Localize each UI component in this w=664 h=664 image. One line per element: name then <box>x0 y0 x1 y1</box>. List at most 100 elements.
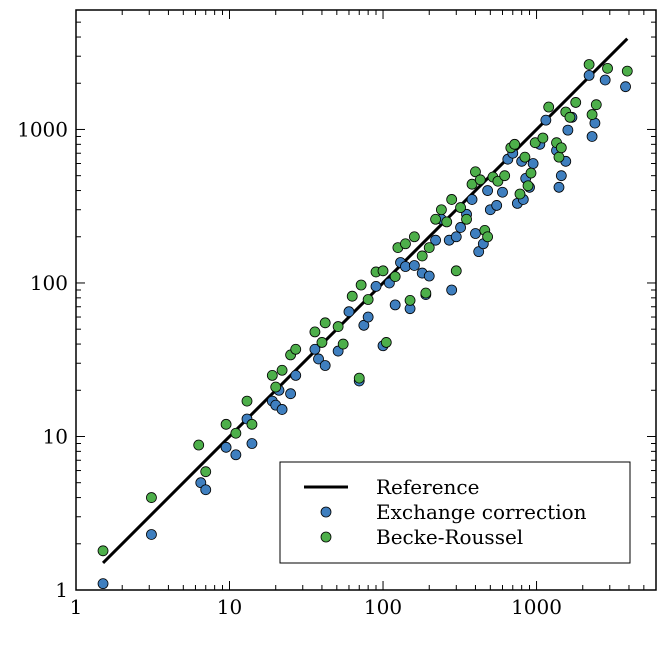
data-point-becke-roussel <box>270 381 282 393</box>
data-point-becke-roussel <box>522 180 534 192</box>
y-tick-label: 1000 <box>17 117 68 141</box>
data-point-becke-roussel <box>309 326 321 338</box>
plot-content <box>97 37 633 590</box>
data-point-becke-roussel <box>423 242 435 253</box>
data-point-becke-roussel <box>246 418 258 430</box>
data-point-exchange-correction <box>555 170 567 182</box>
data-point-becke-roussel <box>316 337 328 348</box>
data-point-becke-roussel <box>519 151 531 163</box>
data-point-exchange-correction <box>562 124 574 136</box>
data-point-exchange-correction <box>553 181 565 193</box>
data-point-exchange-correction <box>319 360 331 371</box>
y-tick-label: 10 <box>43 424 68 448</box>
data-point-becke-roussel <box>435 204 447 216</box>
data-point-exchange-correction <box>620 81 631 93</box>
data-point-exchange-correction <box>370 280 382 292</box>
data-point-becke-roussel <box>416 250 428 262</box>
data-point-becke-roussel <box>509 138 521 150</box>
data-point-becke-roussel <box>543 101 555 113</box>
data-point-becke-roussel <box>455 202 466 213</box>
x-tick-label: 10 <box>217 595 242 619</box>
data-point-becke-roussel <box>97 545 109 557</box>
data-point-exchange-correction <box>583 69 595 81</box>
data-point-exchange-correction <box>473 246 485 258</box>
data-point-becke-roussel <box>583 59 595 70</box>
data-point-becke-roussel <box>461 213 472 225</box>
data-point-exchange-correction <box>285 388 297 400</box>
data-point-becke-roussel <box>220 418 232 430</box>
data-point-becke-roussel <box>353 372 365 384</box>
data-point-exchange-correction <box>491 200 503 211</box>
data-point-exchange-correction <box>423 270 435 282</box>
data-point-becke-roussel <box>230 427 242 439</box>
data-point-exchange-correction <box>362 311 374 323</box>
x-tick-label: 1000 <box>511 595 562 619</box>
data-point-exchange-correction <box>466 194 478 205</box>
data-point-exchange-correction <box>230 449 242 461</box>
data-point-exchange-correction <box>220 441 232 453</box>
x-tick-label: 1 <box>70 595 83 619</box>
data-point-exchange-correction <box>482 185 494 196</box>
data-point-becke-roussel <box>389 271 401 283</box>
data-point-becke-roussel <box>482 231 494 243</box>
x-tick-label: 100 <box>364 595 402 619</box>
data-point-becke-roussel <box>404 294 416 306</box>
y-tick-label: 100 <box>30 271 68 295</box>
data-point-exchange-correction <box>450 231 462 243</box>
data-point-becke-roussel <box>586 109 598 120</box>
data-point-exchange-correction <box>455 222 466 233</box>
data-point-exchange-correction <box>408 260 420 271</box>
series-exchange-correction <box>97 69 631 590</box>
data-point-becke-roussel <box>362 294 374 305</box>
data-point-becke-roussel <box>499 170 511 182</box>
data-point-becke-roussel <box>337 338 349 350</box>
data-point-exchange-correction <box>470 228 481 239</box>
data-point-becke-roussel <box>450 265 462 277</box>
data-point-becke-roussel <box>377 265 389 277</box>
data-point-becke-roussel <box>266 369 278 381</box>
y-tick-label: 1 <box>55 578 68 602</box>
data-point-exchange-correction <box>290 369 302 381</box>
data-point-becke-roussel <box>146 492 157 503</box>
data-point-becke-roussel <box>420 287 432 299</box>
data-point-becke-roussel <box>602 62 613 74</box>
data-point-becke-roussel <box>241 395 253 407</box>
data-point-becke-roussel <box>200 466 212 478</box>
data-point-exchange-correction <box>200 484 212 496</box>
legend-label-exchange-correction: Exchange correction <box>376 500 587 524</box>
data-point-becke-roussel <box>553 151 565 163</box>
data-point-exchange-correction <box>430 234 441 246</box>
data-point-becke-roussel <box>621 65 633 77</box>
data-point-exchange-correction <box>276 404 288 415</box>
data-point-exchange-correction <box>400 261 411 272</box>
data-point-becke-roussel <box>355 279 367 291</box>
data-point-becke-roussel <box>570 97 582 108</box>
data-point-becke-roussel <box>470 166 481 178</box>
data-point-exchange-correction <box>586 131 598 142</box>
data-point-becke-roussel <box>332 321 344 332</box>
data-point-becke-roussel <box>290 343 302 355</box>
data-point-becke-roussel <box>400 238 411 250</box>
data-point-exchange-correction <box>246 438 258 449</box>
tick-labels: 1 10 100 1000 1 10 100 1000 <box>17 117 562 619</box>
data-point-exchange-correction <box>309 343 321 355</box>
data-point-becke-roussel <box>466 178 478 190</box>
data-point-becke-roussel <box>564 111 576 123</box>
data-point-becke-roussel <box>446 194 458 205</box>
legend-marker-exchange-correction <box>320 506 332 518</box>
data-point-exchange-correction <box>146 529 157 540</box>
data-point-becke-roussel <box>525 167 537 179</box>
data-point-becke-roussel <box>430 213 441 225</box>
data-point-becke-roussel <box>529 137 541 149</box>
data-point-becke-roussel <box>276 364 288 376</box>
data-point-exchange-correction <box>540 114 552 126</box>
data-point-exchange-correction <box>497 186 508 198</box>
data-point-exchange-correction <box>343 306 355 318</box>
data-point-becke-roussel <box>590 99 602 111</box>
plot-frame <box>75 9 657 591</box>
data-point-exchange-correction <box>97 578 109 590</box>
legend-marker-becke-roussel <box>320 531 332 543</box>
legend-label-becke-roussel: Becke-Roussel <box>376 525 523 549</box>
legend: Reference Exchange correction Becke-Rous… <box>279 461 631 564</box>
